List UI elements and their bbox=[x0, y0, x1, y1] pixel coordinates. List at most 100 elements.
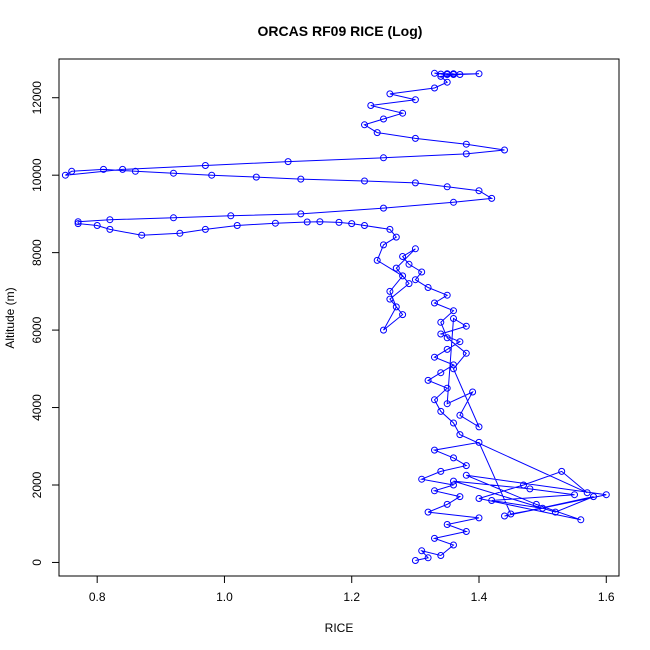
data-point bbox=[100, 165, 107, 173]
data-point bbox=[386, 225, 394, 233]
data-point bbox=[297, 175, 305, 183]
data-point bbox=[367, 102, 375, 109]
y-axis-label: Altitude (m) bbox=[3, 287, 17, 348]
data-point bbox=[106, 225, 114, 233]
data-point bbox=[208, 171, 216, 179]
y-tick-label: 12000 bbox=[30, 81, 44, 115]
y-tick-label: 8000 bbox=[30, 239, 44, 266]
data-point bbox=[170, 214, 177, 222]
data-point bbox=[456, 431, 464, 439]
data-point bbox=[170, 169, 177, 177]
data-point bbox=[551, 508, 559, 516]
data-point bbox=[475, 495, 483, 502]
y-tick-label: 0 bbox=[30, 559, 44, 566]
data-point bbox=[456, 411, 464, 419]
data-point bbox=[539, 504, 547, 512]
x-tick-label: 1.2 bbox=[343, 590, 360, 604]
data-point bbox=[450, 419, 457, 427]
series-line bbox=[65, 72, 607, 561]
data-point bbox=[61, 171, 69, 179]
y-tick-label: 4000 bbox=[30, 394, 44, 421]
data-point bbox=[399, 272, 407, 280]
data-point bbox=[462, 150, 470, 158]
data-point bbox=[201, 225, 209, 233]
data-point bbox=[297, 210, 305, 218]
data-point bbox=[450, 454, 457, 462]
data-point bbox=[443, 70, 451, 78]
data-point bbox=[443, 384, 451, 392]
data-point bbox=[450, 365, 457, 373]
data-point bbox=[424, 284, 432, 291]
data-point bbox=[418, 547, 426, 555]
data-point bbox=[201, 162, 209, 169]
data-point bbox=[411, 96, 419, 104]
data-point bbox=[437, 318, 445, 326]
x-tick-label: 1.6 bbox=[598, 590, 615, 604]
data-point bbox=[138, 231, 146, 239]
y-tick-label: 10000 bbox=[30, 158, 44, 192]
data-point bbox=[335, 218, 343, 226]
data-point bbox=[431, 487, 438, 495]
data-point bbox=[501, 512, 508, 520]
x-tick-label: 0.8 bbox=[89, 590, 106, 604]
data-point bbox=[443, 291, 451, 299]
data-point bbox=[233, 222, 241, 229]
data-point bbox=[462, 471, 470, 479]
data-point bbox=[443, 500, 451, 508]
data-point bbox=[431, 353, 438, 361]
data-point bbox=[361, 121, 368, 129]
data-point bbox=[348, 220, 356, 228]
data-point bbox=[431, 84, 438, 92]
data-point bbox=[462, 140, 470, 148]
data-point bbox=[399, 109, 407, 117]
data-point bbox=[443, 400, 451, 408]
data-point bbox=[176, 229, 184, 237]
data-point bbox=[361, 222, 368, 229]
data-point bbox=[386, 90, 394, 98]
data-point bbox=[380, 115, 387, 123]
data-point bbox=[74, 218, 82, 226]
data-point bbox=[443, 521, 451, 528]
data-point bbox=[411, 557, 419, 564]
data-point bbox=[119, 165, 127, 173]
data-point bbox=[392, 264, 400, 272]
data-point bbox=[437, 369, 445, 377]
data-point bbox=[284, 158, 292, 166]
data-point bbox=[431, 446, 438, 454]
data-point bbox=[316, 218, 324, 226]
data-point bbox=[431, 534, 438, 542]
data-point bbox=[373, 129, 381, 137]
data-point bbox=[424, 376, 432, 384]
data-point bbox=[399, 311, 407, 319]
data-point bbox=[475, 70, 483, 78]
data-point bbox=[475, 438, 483, 446]
data-point bbox=[380, 154, 387, 162]
data-point bbox=[431, 396, 438, 404]
data-point bbox=[443, 78, 451, 86]
data-point bbox=[526, 485, 534, 493]
data-point bbox=[380, 241, 387, 249]
data-point bbox=[405, 260, 413, 268]
data-point bbox=[450, 361, 457, 369]
data-point bbox=[462, 462, 470, 470]
data-point bbox=[450, 541, 457, 549]
data-point bbox=[431, 299, 438, 307]
data-point bbox=[93, 222, 101, 229]
data-point bbox=[450, 315, 457, 322]
data-point bbox=[380, 204, 387, 212]
data-point bbox=[475, 514, 483, 522]
data-point bbox=[462, 528, 470, 535]
data-point bbox=[469, 388, 477, 396]
data-point bbox=[602, 491, 610, 499]
data-point bbox=[456, 338, 464, 346]
plot-frame bbox=[58, 58, 620, 577]
y-tick-label: 2000 bbox=[30, 471, 44, 498]
data-point bbox=[411, 245, 419, 253]
data-point bbox=[411, 276, 419, 284]
data-point bbox=[392, 303, 400, 311]
data-point bbox=[411, 134, 419, 142]
data-point bbox=[532, 500, 540, 508]
data-point bbox=[501, 146, 508, 154]
data-point bbox=[507, 510, 515, 518]
data-point bbox=[590, 493, 597, 501]
